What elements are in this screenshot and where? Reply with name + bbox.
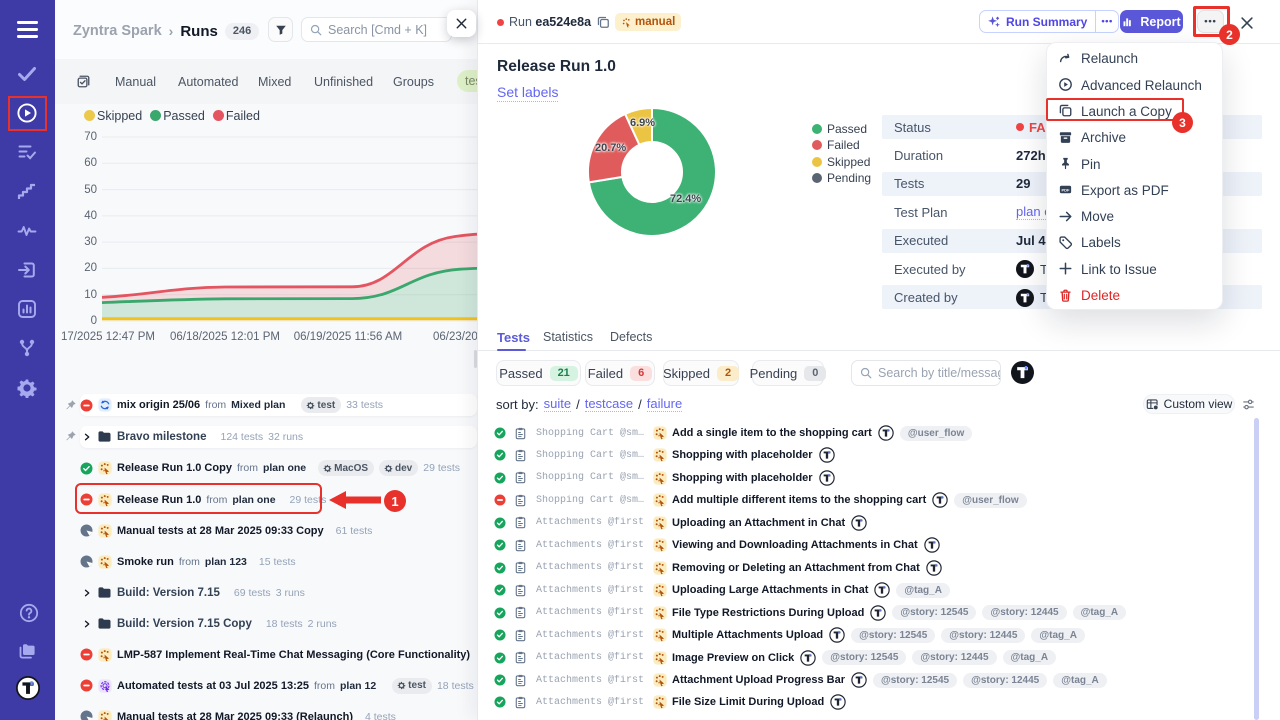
svg-text:PDF: PDF [1061, 188, 1070, 193]
